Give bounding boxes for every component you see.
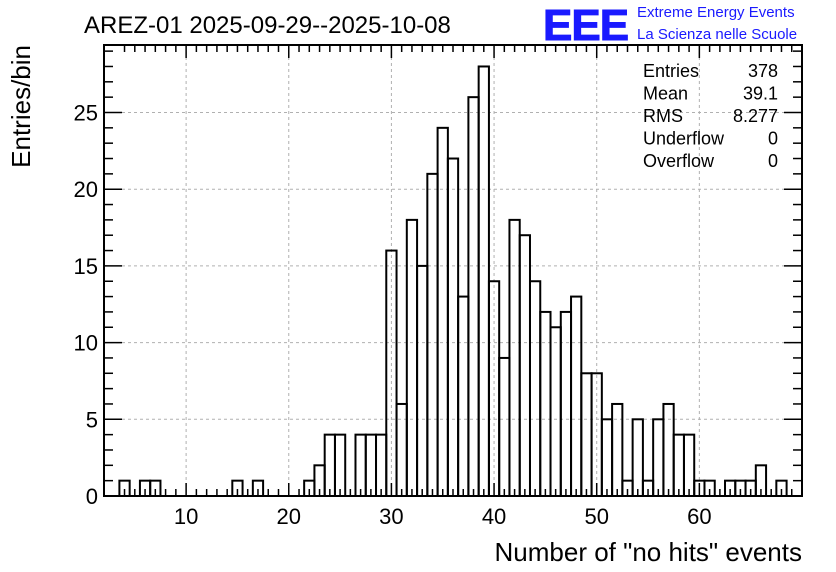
stats-value: 8.277: [733, 106, 778, 126]
stats-label: Entries: [643, 61, 699, 81]
logo-line-1: Extreme Energy Events: [637, 4, 795, 21]
histogram-bin: [446, 157, 460, 498]
histogram-bin: [375, 433, 388, 498]
histogram-bin: [570, 295, 583, 497]
grid-lines: [104, 45, 802, 496]
histogram-bin: [662, 402, 675, 498]
y-tick-label: 0: [86, 484, 98, 509]
eee-logo: EEE Extreme Energy Events La Scienza nel…: [543, 1, 798, 51]
histogram-bin: [426, 172, 439, 497]
x-tick-label: 60: [687, 504, 711, 529]
y-axis-label: Entries/bin: [6, 45, 36, 168]
chart-title: AREZ-01 2025-09-29--2025-10-08: [84, 12, 451, 39]
histogram-bin: [518, 234, 531, 497]
histogram-bin: [436, 126, 449, 497]
histogram-bin: [323, 433, 336, 498]
stats-box: Entries 378 Mean 39.1 RMS 8.277 Underflow 0 Over…: [643, 61, 778, 171]
logo-mark: EEE: [543, 1, 628, 50]
histogram-bin: [508, 218, 521, 497]
x-tick-label: 40: [482, 504, 506, 529]
axis-tick-labels: 10 20 30 40 50 60 0 5 10 15 20 25: [74, 100, 712, 529]
stats-value: 39.1: [743, 84, 778, 104]
histogram-bin: [498, 356, 511, 497]
histogram-bin: [477, 65, 490, 497]
histogram-bin: [600, 418, 614, 497]
stats-label: Mean: [643, 84, 688, 104]
y-tick-label: 10: [74, 331, 98, 356]
axis-ticks: [104, 45, 802, 496]
histogram-bin: [333, 433, 347, 498]
histogram-bin: [416, 264, 429, 497]
histogram-bin: [580, 372, 593, 497]
histogram-bin: [539, 310, 552, 497]
x-tick-label: 30: [379, 504, 403, 529]
histogram-bin: [364, 433, 378, 498]
histogram-bin: [467, 96, 480, 497]
stats-label: RMS: [643, 106, 683, 126]
logo-line-2: La Scienza nelle Scuole: [637, 26, 797, 43]
histogram-bin: [682, 433, 696, 498]
stats-label: Overflow: [643, 151, 715, 171]
histogram-bin: [559, 310, 573, 497]
stats-value: 0: [768, 129, 778, 149]
y-tick-label: 20: [74, 177, 98, 202]
x-tick-label: 10: [174, 504, 198, 529]
histogram-bin: [395, 402, 408, 498]
stats-value: 378: [748, 61, 778, 81]
y-tick-label: 15: [74, 254, 98, 279]
histogram-bin: [457, 295, 470, 497]
stats-label: Underflow: [643, 129, 725, 149]
stats-value: 0: [768, 151, 778, 171]
x-axis-label: Number of "no hits" events: [495, 537, 803, 567]
histogram-bin: [631, 418, 644, 497]
histogram-bin: [549, 326, 562, 498]
histogram-bin: [672, 433, 685, 498]
y-tick-label: 25: [74, 100, 98, 125]
histogram-bin: [611, 402, 624, 498]
histogram-bin: [354, 433, 367, 498]
histogram-bin: [528, 280, 542, 497]
x-tick-label: 50: [584, 504, 608, 529]
y-tick-label: 5: [86, 407, 98, 432]
histogram-bin: [652, 418, 665, 497]
x-tick-label: 20: [277, 504, 301, 529]
histogram-bin: [405, 218, 419, 497]
